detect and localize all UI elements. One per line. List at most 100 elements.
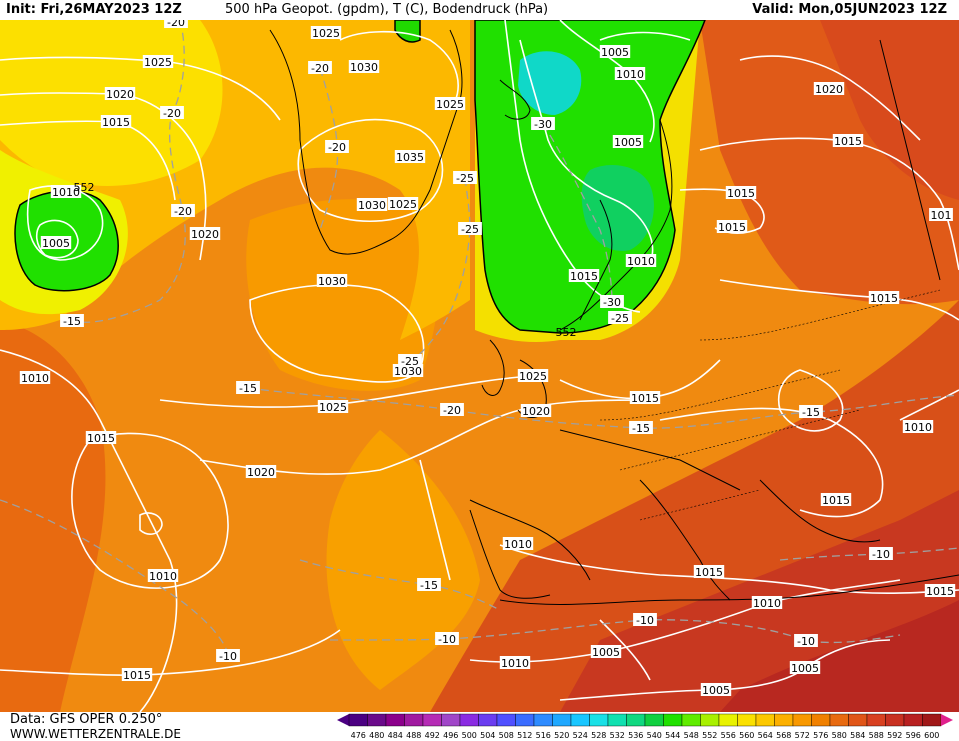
legend-value: 560 bbox=[739, 731, 754, 740]
legend-value: 540 bbox=[647, 731, 662, 740]
svg-text:-20: -20 bbox=[163, 107, 181, 120]
legend-value: 552 bbox=[702, 731, 717, 740]
svg-text:-10: -10 bbox=[872, 548, 890, 561]
svg-text:1015: 1015 bbox=[870, 292, 898, 305]
isobar-label: 1010 bbox=[751, 596, 783, 610]
svg-text:1010: 1010 bbox=[904, 421, 932, 434]
svg-text:-15: -15 bbox=[632, 422, 650, 435]
isobar-label: 1020 bbox=[189, 227, 221, 241]
isobar-label: 1005 bbox=[700, 683, 732, 697]
geopotential-fill-west bbox=[0, 320, 106, 712]
legend-value: 600 bbox=[924, 731, 939, 740]
svg-text:1005: 1005 bbox=[614, 136, 642, 149]
isobars bbox=[0, 20, 959, 712]
legend-value: 508 bbox=[499, 731, 514, 740]
isobar-label: 1015 bbox=[121, 668, 153, 682]
legend-swatch bbox=[367, 713, 387, 727]
legend-value: 568 bbox=[776, 731, 791, 740]
legend-value: 532 bbox=[610, 731, 625, 740]
isobar-label: 1010 bbox=[147, 569, 179, 583]
isobar-label: 1025 bbox=[387, 197, 419, 211]
svg-text:1010: 1010 bbox=[616, 68, 644, 81]
svg-text:1005: 1005 bbox=[601, 46, 629, 59]
coastlines bbox=[269, 29, 959, 605]
svg-text:1010: 1010 bbox=[627, 255, 655, 268]
svg-text:1015: 1015 bbox=[718, 221, 746, 234]
legend-value: 544 bbox=[665, 731, 680, 740]
isobar-label: 1005 bbox=[599, 45, 631, 59]
svg-text:1030: 1030 bbox=[350, 61, 378, 74]
temperature-label: -25 bbox=[453, 171, 477, 185]
svg-text:1025: 1025 bbox=[319, 401, 347, 414]
svg-text:1015: 1015 bbox=[123, 669, 151, 682]
svg-text:1015: 1015 bbox=[695, 566, 723, 579]
legend-value: 576 bbox=[813, 731, 828, 740]
legend-value: 480 bbox=[369, 731, 384, 740]
legend-value: 584 bbox=[850, 731, 865, 740]
svg-text:1035: 1035 bbox=[396, 151, 424, 164]
svg-text:-15: -15 bbox=[239, 382, 257, 395]
svg-text:1015: 1015 bbox=[631, 392, 659, 405]
map-header: Init: Fri,26MAY2023 12Z 500 hPa Geopot. … bbox=[0, 0, 959, 20]
legend-value: 564 bbox=[758, 731, 773, 740]
svg-text:1020: 1020 bbox=[106, 88, 134, 101]
svg-text:-25: -25 bbox=[401, 355, 419, 368]
legend-swatch bbox=[644, 713, 664, 727]
legend-value: 536 bbox=[628, 731, 643, 740]
isobar-label: 1030 bbox=[348, 60, 380, 74]
svg-text:-30: -30 bbox=[603, 296, 621, 309]
website-url: WWW.WETTERZENTRALE.DE bbox=[10, 727, 181, 741]
color-legend: 476 480 484 488 492 496 500 504 508 512 516 520 524 5… bbox=[337, 713, 953, 740]
temperature-label: -20 bbox=[308, 61, 332, 75]
legend-arrow-right bbox=[941, 714, 953, 726]
isobar-label: 1030 bbox=[316, 274, 348, 288]
svg-text:-10: -10 bbox=[636, 614, 654, 627]
temperature-label: -15 bbox=[417, 578, 441, 592]
geopotential-fill-568-north bbox=[246, 199, 439, 391]
svg-text:1030: 1030 bbox=[358, 199, 386, 212]
isobar-label: 1030 bbox=[392, 364, 424, 378]
isobar-label: 1015 bbox=[100, 115, 132, 129]
svg-text:1015: 1015 bbox=[834, 135, 862, 148]
legend-value: 488 bbox=[406, 731, 421, 740]
svg-text:-20: -20 bbox=[328, 141, 346, 154]
legend-swatch bbox=[737, 713, 757, 727]
temperature-label: -30 bbox=[600, 295, 624, 309]
legend-swatch bbox=[848, 713, 868, 727]
isobar-label: 1015 bbox=[568, 269, 600, 283]
legend-swatch bbox=[774, 713, 794, 727]
temperature-label: -10 bbox=[216, 649, 240, 663]
svg-text:-25: -25 bbox=[611, 312, 629, 325]
temperature-label: -20 bbox=[325, 140, 349, 154]
svg-text:1005: 1005 bbox=[791, 662, 819, 675]
svg-text:-25: -25 bbox=[461, 223, 479, 236]
svg-text:1015: 1015 bbox=[926, 585, 954, 598]
isobar-label: 1005 bbox=[40, 236, 72, 250]
svg-text:1020: 1020 bbox=[815, 83, 843, 96]
trough-540-cyan bbox=[518, 51, 582, 115]
temperature-label: -10 bbox=[869, 547, 893, 561]
temperature-label: -20 bbox=[164, 20, 188, 29]
legend-value: 580 bbox=[832, 731, 847, 740]
legend-swatch bbox=[885, 713, 905, 727]
data-source: Data: GFS OPER 0.250° bbox=[10, 712, 163, 727]
legend-value: 528 bbox=[591, 731, 606, 740]
legend-value: 596 bbox=[906, 731, 921, 740]
borders bbox=[599, 289, 941, 521]
legend-value: 484 bbox=[388, 731, 403, 740]
svg-text:-30: -30 bbox=[534, 118, 552, 131]
temperature-labels: -20 -20 -20 -20 -20 -25 -25 -30 -30 -25 -15 -15 -25 -… bbox=[60, 20, 893, 663]
legend-swatch bbox=[478, 713, 498, 727]
legend-value: 572 bbox=[795, 731, 810, 740]
legend-value: 516 bbox=[536, 731, 551, 740]
legend-swatch bbox=[755, 713, 775, 727]
legend-value: 500 bbox=[462, 731, 477, 740]
isobar-label: 1020 bbox=[245, 465, 277, 479]
legend-swatch bbox=[441, 713, 461, 727]
svg-text:1030: 1030 bbox=[394, 365, 422, 378]
svg-text:1010: 1010 bbox=[21, 372, 49, 385]
isobar-label: 1005 bbox=[590, 645, 622, 659]
svg-text:1010: 1010 bbox=[149, 570, 177, 583]
